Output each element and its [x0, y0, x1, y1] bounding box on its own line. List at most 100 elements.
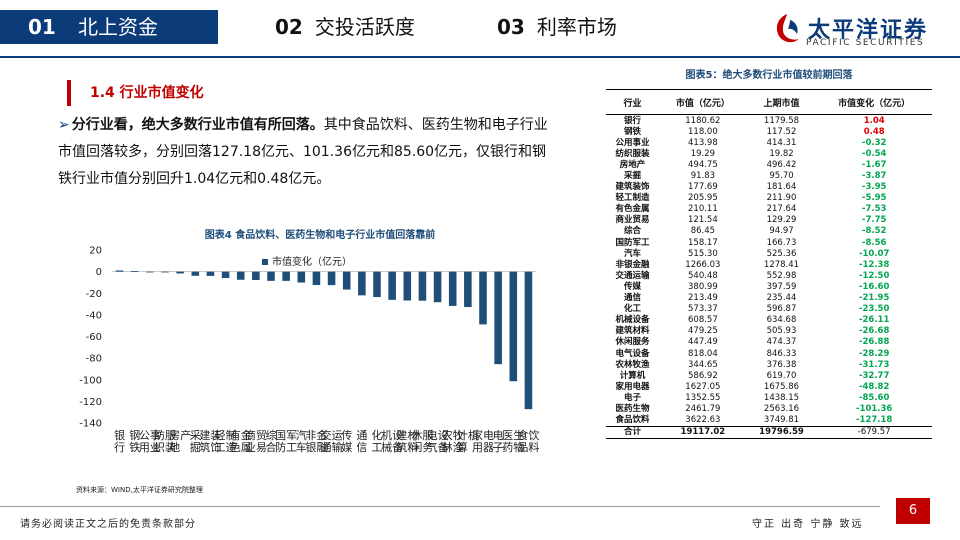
chart-source: 资料来源：WIND,太平洋证券研究院整理 [76, 486, 203, 494]
table-row: 国防军工 158.17 166.73 -8.56 [606, 237, 932, 248]
nav-tab-activity[interactable]: 02 交投活跃度 [275, 10, 415, 44]
x-tick-char: 工 [215, 441, 226, 454]
bar-11 [282, 271, 290, 281]
bar-6 [206, 271, 215, 276]
change-cell: -21.95 [858, 293, 890, 304]
x-tick-label: 传媒 [341, 429, 352, 454]
x-tick-char: 休 [411, 429, 422, 442]
x-tick-char: 易 [256, 441, 267, 454]
market-cap-cell: 210.11 [688, 204, 718, 215]
industry-cell: 医药生物 [615, 403, 650, 414]
prev-market-cap-cell: 397.59 [766, 281, 797, 292]
x-tick-char: 输 [332, 440, 343, 454]
x-tick-label: 有色金属 [230, 428, 252, 454]
industry-cell: 建筑装饰 [615, 182, 650, 193]
company-logo-subtitle: PACIFIC SECURITIES [806, 38, 925, 48]
legend-swatch [262, 259, 268, 265]
table-row: 计算机 586.92 619.70 -32.77 [606, 370, 932, 381]
industry-cell: 银行 [624, 115, 642, 126]
x-tick-char: 设 [438, 429, 449, 442]
market-cap-cell: 1180.62 [685, 115, 721, 126]
x-tick-char: 电 [483, 429, 494, 442]
table-row: 医药生物 2461.79 2563.16 -101.36 [606, 403, 932, 414]
bar-0 [115, 270, 124, 272]
column-header: 上期市值 [746, 89, 817, 115]
bar-13 [312, 271, 321, 286]
x-tick-label: 公用事业 [139, 429, 161, 454]
section-title: 1.4 行业市值变化 [90, 85, 204, 101]
prev-market-cap-cell: 596.87 [766, 304, 797, 315]
industry-cell: 电子 [624, 392, 642, 403]
column-header: 市值（亿元） [659, 89, 747, 115]
prev-market-cap-cell: 211.90 [766, 193, 797, 204]
bar-14 [327, 271, 336, 286]
x-tick-char: 贸 [256, 429, 267, 442]
prev-market-cap-cell: 846.33 [766, 348, 797, 359]
prev-market-cap-cell: 496.42 [766, 159, 797, 170]
change-cell: -16.60 [858, 281, 890, 292]
table-row: 纺织服装 19.29 19.82 -0.54 [606, 148, 932, 159]
industry-cell: 轻工制造 [615, 193, 650, 204]
y-tick-label: -60 [86, 332, 102, 343]
table-row: 轻工制造 205.95 211.90 -5.95 [606, 193, 932, 204]
table-row: 商业贸易 121.54 129.29 -7.75 [606, 215, 932, 226]
change-cell: -0.32 [861, 137, 887, 148]
footer-divider [0, 506, 880, 507]
x-tick-label: 家用电器 [472, 428, 494, 454]
industry-cell: 钢铁 [624, 126, 642, 137]
industry-cell: 通信 [624, 293, 642, 304]
bar-2 [146, 271, 154, 273]
company-logo-name: 太平洋证券 [808, 18, 929, 43]
bar-27 [524, 271, 533, 410]
column-header: 行业 [606, 89, 660, 115]
table-row: 交通运输 540.48 552.98 -12.50 [606, 270, 932, 281]
industry-market-cap-table: 行业 市值（亿元） 上期市值 市值变化（亿元） 银行 1180.62 1179.58… [606, 89, 932, 439]
market-cap-cell: 479.25 [688, 326, 718, 337]
x-tick-char: 子 [493, 441, 504, 454]
industry-cell: 交通运输 [615, 270, 650, 281]
x-tick-label: 房地产 [169, 428, 191, 454]
x-tick-char: 器 [483, 441, 494, 454]
x-tick-label: 建筑材料 [396, 428, 418, 454]
x-tick-char: 制 [226, 429, 237, 442]
change-cell: -85.60 [858, 392, 890, 403]
x-tick-label: 建筑装饰 [199, 428, 221, 454]
prev-market-cap-cell: 3749.81 [763, 415, 800, 426]
x-tick-char: 服 [165, 429, 176, 442]
x-tick-label: 银行 [114, 428, 125, 454]
prev-market-cap-cell: 235.44 [766, 293, 797, 304]
x-tick-label: 休闲服务 [411, 429, 433, 454]
nav-tab-label: 交投活跃度 [314, 15, 415, 39]
x-tick-char: 色 [230, 440, 241, 454]
table-row: 采掘 91.83 95.70 -3.87 [606, 170, 932, 181]
market-cap-cell: 586.92 [688, 370, 718, 381]
x-tick-label: 商业贸易 [245, 428, 267, 454]
nav-tab-rates[interactable]: 03 利率市场 [497, 10, 617, 44]
table-row: 食品饮料 3622.63 3749.81 -127.18 [606, 415, 932, 427]
change-cell: -12.38 [858, 259, 890, 270]
column-header: 市值变化（亿元） [816, 89, 932, 115]
x-tick-char: 公 [139, 429, 150, 442]
nav-tab-northbound[interactable]: 01 北上资金 [0, 10, 218, 44]
prev-market-cap-cell: 217.64 [766, 204, 797, 215]
prev-market-cap-cell: 1675.86 [763, 381, 800, 392]
bar-7 [221, 271, 230, 279]
x-tick-char: 钢 [129, 429, 140, 442]
x-tick-char: 金 [241, 428, 252, 442]
market-cap-cell: 380.99 [688, 281, 718, 292]
change-cell: -26.88 [858, 337, 890, 348]
table-row: 建筑装饰 177.69 181.64 -3.95 [606, 182, 932, 193]
y-tick-label: 0 [96, 267, 102, 278]
industry-cell: 农林牧渔 [615, 359, 650, 370]
x-tick-char: 军 [286, 429, 297, 442]
x-tick-char: 铁 [129, 441, 140, 454]
page-number: 6 [896, 498, 930, 524]
nav-tab-label: 利率市场 [536, 15, 617, 39]
x-tick-char: 医 [502, 429, 513, 442]
table-row: 家用电器 1627.05 1675.86 -48.82 [606, 381, 932, 392]
industry-cell: 房地产 [619, 159, 646, 170]
nav-tab-number: 02 [275, 15, 303, 39]
x-tick-char: 机 [381, 428, 392, 442]
industry-cell: 采掘 [624, 171, 642, 182]
x-tick-char: 银 [305, 440, 316, 454]
